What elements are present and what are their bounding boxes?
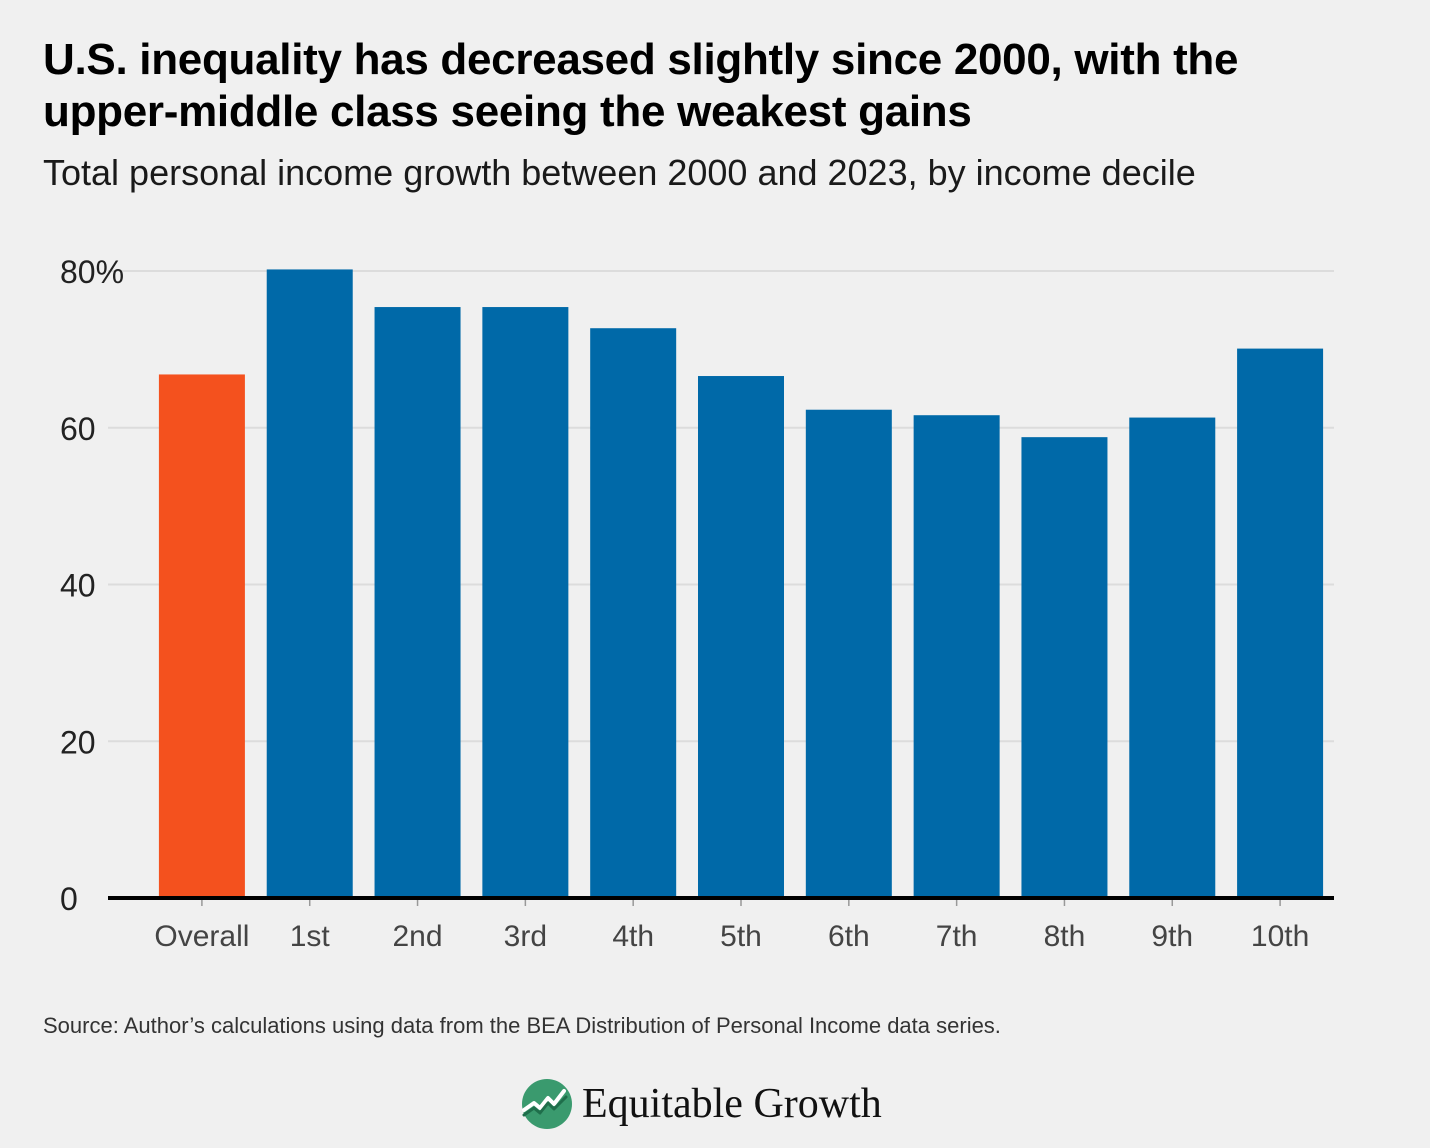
x-tick-label: 7th [936, 920, 978, 953]
y-tick-label: 0 [60, 881, 78, 917]
x-tick-label: 4th [612, 920, 654, 953]
bar [913, 415, 1000, 898]
bar [805, 409, 892, 898]
bar [1021, 437, 1108, 898]
x-tick-label: 2nd [393, 920, 443, 953]
x-tick-label: Overall [154, 920, 249, 953]
bar [698, 376, 784, 899]
y-tick-label: 60 [60, 411, 96, 447]
chart-subtitle: Total personal income growth between 200… [43, 152, 1196, 193]
y-tick-label: 20 [60, 724, 96, 760]
chart-title: U.S. inequality has decreased slightly s… [43, 35, 1239, 136]
bar [1129, 417, 1216, 898]
x-tick-label: 6th [828, 920, 870, 953]
bar [1237, 348, 1324, 898]
y-tick-label: 80% [60, 254, 124, 290]
bar [590, 328, 677, 898]
bar-chart: 0 20 40 60 80% Overall 1st 2nd 3rd 4th 5th 6th 7th 8t… [60, 254, 1334, 953]
bar [374, 307, 461, 898]
bar [266, 269, 353, 898]
source-note: Source: Author’s calculations using data… [43, 1013, 1001, 1038]
x-tick-label: 10th [1251, 920, 1309, 953]
publisher-logo: Equitable Growth [520, 1074, 882, 1134]
x-tick-label: 9th [1151, 920, 1193, 953]
x-tick-label: 1st [290, 920, 331, 953]
x-tick-label: 3rd [504, 920, 547, 953]
bar [158, 374, 245, 899]
equitable-growth-logo-icon [522, 1079, 572, 1129]
y-tick-label: 40 [60, 568, 96, 604]
logo-text: Equitable Growth [582, 1081, 882, 1127]
x-tick-label: 5th [720, 920, 762, 953]
bar [482, 307, 569, 898]
x-tick-label: 8th [1044, 920, 1086, 953]
